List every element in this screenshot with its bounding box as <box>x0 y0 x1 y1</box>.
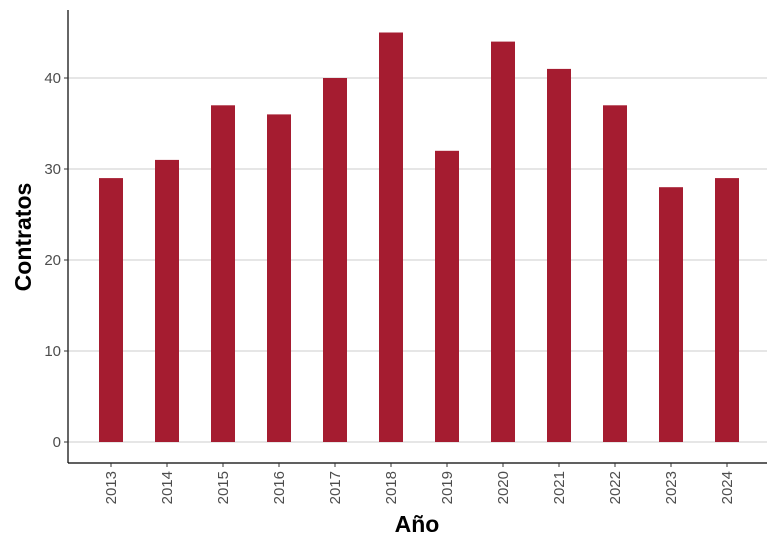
bar-2017 <box>323 78 347 442</box>
gridlines <box>68 77 767 443</box>
x-tick-label-2013: 2013 <box>103 471 120 504</box>
bar-2014 <box>155 159 179 442</box>
y-axis-title: Contratos <box>10 183 36 292</box>
x-tick-label-2020: 2020 <box>495 471 512 504</box>
bar-2022 <box>603 105 627 443</box>
bar-2013 <box>99 178 123 442</box>
x-axis-ticks: 2013 2014 2015 2016 2017 2018 2019 2020 2021 2022… <box>103 463 736 504</box>
x-tick-label-2015: 2015 <box>215 471 232 504</box>
x-axis-title: Año <box>395 511 440 537</box>
bar-2016 <box>267 114 291 443</box>
y-tick-label-10: 10 <box>44 343 61 360</box>
bar-2021 <box>547 68 571 443</box>
x-tick-label-2024: 2024 <box>719 471 736 504</box>
bar-2024 <box>715 178 739 442</box>
bar-2023 <box>659 187 683 442</box>
y-axis-ticks: 0 10 20 30 40 <box>44 70 68 451</box>
x-tick-label-2014: 2014 <box>159 471 176 504</box>
bar-2018 <box>379 32 403 442</box>
x-tick-label-2017: 2017 <box>327 471 344 504</box>
bar-2015 <box>211 105 235 443</box>
y-tick-label-30: 30 <box>44 161 61 178</box>
bars <box>99 32 739 443</box>
x-tick-label-2019: 2019 <box>439 471 456 504</box>
bar-2019 <box>435 150 459 443</box>
x-tick-label-2021: 2021 <box>551 471 568 504</box>
y-tick-label-20: 20 <box>44 252 61 269</box>
x-tick-label-2023: 2023 <box>663 471 680 504</box>
x-tick-label-2016: 2016 <box>271 471 288 504</box>
y-tick-label-40: 40 <box>44 70 61 87</box>
x-tick-label-2022: 2022 <box>607 471 624 504</box>
x-tick-label-2018: 2018 <box>383 471 400 504</box>
y-tick-label-0: 0 <box>53 434 61 451</box>
bar-2020 <box>491 41 515 442</box>
